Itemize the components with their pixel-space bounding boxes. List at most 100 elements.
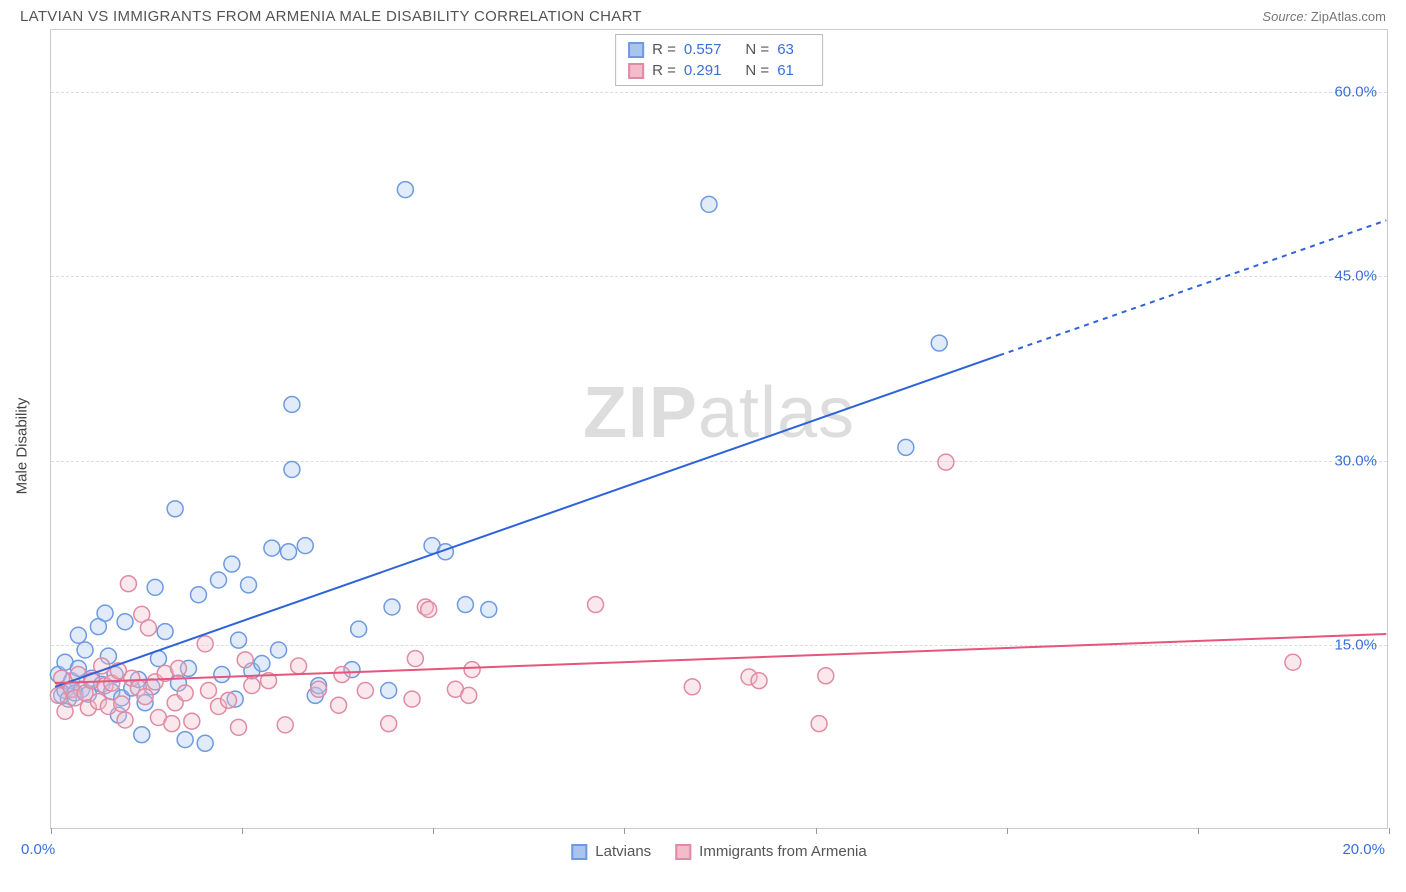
data-point (140, 620, 156, 636)
data-point (241, 577, 257, 593)
data-point (237, 652, 253, 668)
legend-stats-row-0: R = 0.557 N = 63 (628, 39, 810, 60)
legend-R-label: R = (652, 62, 676, 79)
data-point (357, 683, 373, 699)
data-point (224, 556, 240, 572)
trend-line-extrapolated (999, 220, 1386, 355)
data-point (457, 597, 473, 613)
data-point (1285, 654, 1301, 670)
data-point (291, 658, 307, 674)
data-point (751, 673, 767, 689)
data-point (931, 335, 947, 351)
data-point (271, 642, 287, 658)
data-point (311, 681, 327, 697)
data-point (167, 501, 183, 517)
data-point (231, 632, 247, 648)
data-point (170, 660, 186, 676)
data-point (277, 717, 293, 733)
data-point (201, 683, 217, 699)
legend-series-item-1: Immigrants from Armenia (675, 843, 867, 860)
data-point (464, 662, 480, 678)
source-label: Source: (1262, 9, 1307, 24)
data-point (214, 667, 230, 683)
data-point (57, 703, 73, 719)
chart-title: LATVIAN VS IMMIGRANTS FROM ARMENIA MALE … (20, 8, 642, 25)
legend-R-value-1: 0.291 (684, 62, 722, 79)
data-point (481, 601, 497, 617)
data-point (684, 679, 700, 695)
legend-stats-box: R = 0.557 N = 63 R = 0.291 N = 61 (615, 34, 823, 86)
data-point (157, 624, 173, 640)
legend-R-value-0: 0.557 (684, 41, 722, 58)
data-point (281, 544, 297, 560)
data-point (407, 651, 423, 667)
data-point (284, 396, 300, 412)
x-axis-max-label: 20.0% (1342, 841, 1385, 858)
legend-stats-row-1: R = 0.291 N = 61 (628, 60, 810, 81)
data-point (221, 692, 237, 708)
data-point (70, 627, 86, 643)
x-tick (1389, 828, 1390, 834)
data-point (117, 614, 133, 630)
scatter-svg (51, 30, 1387, 828)
data-point (701, 196, 717, 212)
data-point (384, 599, 400, 615)
x-tick (51, 828, 52, 834)
y-axis-title: Male Disability (14, 398, 31, 495)
data-point (244, 678, 260, 694)
legend-series-name-0: Latvians (595, 843, 651, 860)
data-point (117, 712, 133, 728)
source-attribution: Source: ZipAtlas.com (1262, 9, 1386, 24)
x-tick (433, 828, 434, 834)
x-tick (242, 828, 243, 834)
legend-series-item-0: Latvians (571, 843, 651, 860)
data-point (588, 597, 604, 613)
source-name: ZipAtlas.com (1311, 9, 1386, 24)
data-point (114, 696, 130, 712)
data-point (177, 685, 193, 701)
x-tick (1007, 828, 1008, 834)
data-point (231, 719, 247, 735)
chart-plot-area: ZIPatlas 15.0%30.0%45.0%60.0% R = 0.557 … (50, 29, 1388, 829)
data-point (811, 716, 827, 732)
data-point (264, 540, 280, 556)
x-tick (624, 828, 625, 834)
data-point (898, 439, 914, 455)
data-point (137, 689, 153, 705)
data-point (77, 642, 93, 658)
trend-line (55, 355, 999, 686)
data-point (818, 668, 834, 684)
data-point (397, 182, 413, 198)
data-point (331, 697, 347, 713)
data-point (381, 683, 397, 699)
legend-series-name-1: Immigrants from Armenia (699, 843, 867, 860)
data-point (351, 621, 367, 637)
data-point (421, 601, 437, 617)
legend-swatch-bottom-0 (571, 844, 587, 860)
legend-N-label: N = (745, 41, 769, 58)
data-point (297, 538, 313, 554)
data-point (284, 462, 300, 478)
data-point (147, 579, 163, 595)
data-point (134, 727, 150, 743)
data-point (211, 572, 227, 588)
data-point (177, 732, 193, 748)
legend-N-value-0: 63 (777, 41, 794, 58)
data-point (191, 587, 207, 603)
legend-N-value-1: 61 (777, 62, 794, 79)
legend-series-box: Latvians Immigrants from Armenia (571, 843, 866, 860)
data-point (120, 576, 136, 592)
data-point (197, 735, 213, 751)
legend-N-label: N = (745, 62, 769, 79)
data-point (164, 716, 180, 732)
data-point (197, 636, 213, 652)
legend-swatch-1 (628, 63, 644, 79)
data-point (404, 691, 420, 707)
legend-swatch-0 (628, 42, 644, 58)
data-point (97, 605, 113, 621)
legend-R-label: R = (652, 41, 676, 58)
x-tick (1198, 828, 1199, 834)
x-tick (816, 828, 817, 834)
data-point (334, 667, 350, 683)
x-axis-min-label: 0.0% (21, 841, 55, 858)
